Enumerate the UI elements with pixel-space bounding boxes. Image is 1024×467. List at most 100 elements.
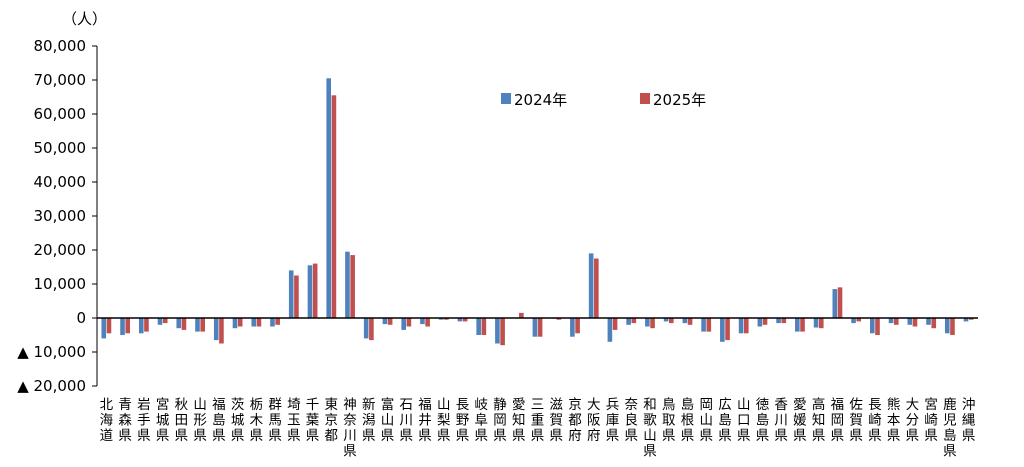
- bar-熊本県-2024年: [888, 318, 894, 324]
- x-category-label: 宮城県: [156, 397, 170, 444]
- x-category-label: 静岡県: [493, 397, 507, 444]
- x-category-label: 佐賀県: [849, 397, 863, 444]
- x-category-label: 福井県: [418, 397, 432, 444]
- x-category-label: 高知県: [812, 396, 826, 444]
- bar-鹿児島県-2025年: [950, 318, 955, 335]
- bar-福島県-2025年: [219, 318, 224, 344]
- x-category-label: 新潟県: [362, 397, 376, 444]
- bar-宮城県-2024年: [157, 318, 163, 325]
- bar-福井県-2024年: [420, 318, 425, 325]
- y-tick-label: 10,000: [34, 275, 87, 293]
- y-tick-label: ▲ 20,000: [17, 377, 86, 395]
- bar-広島県-2024年: [720, 318, 725, 342]
- x-category-label: 茨城県: [231, 397, 245, 444]
- x-category-label: 島根県: [681, 397, 695, 444]
- x-category-label: 栃木県: [250, 397, 264, 444]
- x-category-label: 鹿児島県: [943, 396, 957, 460]
- x-category-label: 愛媛県: [793, 397, 807, 444]
- bar-群馬県-2024年: [270, 318, 275, 327]
- bar-新潟県-2024年: [363, 318, 369, 339]
- bar-長野県-2024年: [457, 318, 463, 322]
- legend-label: 2025年: [653, 91, 706, 109]
- bar-石川県-2024年: [401, 318, 406, 330]
- x-category-label: 京都府: [568, 397, 582, 444]
- bar-秋田県-2025年: [181, 318, 187, 330]
- bar-京都府-2024年: [570, 318, 575, 337]
- x-category-label: 秋田県: [175, 397, 189, 444]
- bar-和歌山県-2024年: [645, 318, 650, 327]
- x-category-label: 愛知県: [512, 397, 526, 444]
- bar-宮崎県-2025年: [931, 318, 937, 329]
- x-category-label: 山形県: [193, 397, 207, 444]
- x-category-label: 石川県: [400, 397, 414, 444]
- category-labels: 北海道青森県岩手県宮城県秋田県山形県福島県茨城県栃木県群馬県埼玉県千葉県東京都神…: [100, 396, 976, 460]
- bar-福井県-2025年: [425, 318, 430, 327]
- bar-福岡県-2025年: [837, 287, 843, 318]
- x-category-label: 神奈川県: [343, 397, 357, 460]
- bar-東京都-2025年: [331, 95, 337, 318]
- x-category-label: 広島県: [718, 397, 732, 444]
- bar-群馬県-2025年: [275, 318, 280, 325]
- x-category-label: 宮崎県: [924, 397, 938, 444]
- x-category-label: 埼玉県: [287, 397, 301, 444]
- bar-大阪府-2024年: [588, 253, 594, 318]
- bar-福島県-2024年: [213, 318, 219, 341]
- bar-栃木県-2025年: [256, 318, 262, 327]
- bar-千葉県-2025年: [312, 263, 318, 318]
- bar-愛媛県-2025年: [800, 318, 805, 332]
- bar-京都府-2025年: [575, 318, 580, 334]
- y-tick-label: 70,000: [34, 71, 87, 89]
- x-category-label: 岩手県: [137, 397, 151, 444]
- bar-高知県-2025年: [818, 318, 824, 329]
- bar-長野県-2025年: [462, 318, 468, 322]
- bar-秋田県-2024年: [176, 318, 182, 329]
- y-tick-label: ▲ 10,000: [17, 343, 86, 361]
- bar-愛知県-2025年: [519, 312, 524, 318]
- bar-北海道-2024年: [101, 318, 107, 339]
- bar-愛媛県-2024年: [795, 318, 800, 332]
- bar-大分県-2025年: [912, 318, 918, 327]
- bar-神奈川県-2025年: [350, 255, 355, 318]
- bar-鳥取県-2024年: [663, 318, 669, 322]
- bar-島根県-2024年: [682, 318, 688, 324]
- y-axis: 80,000 70,000 60,000 50,000 40,000 30,000 20,0…: [17, 37, 98, 395]
- bar-山口県-2024年: [738, 318, 744, 334]
- y-tick-label: 80,000: [34, 37, 87, 55]
- y-tick-label: 30,000: [34, 207, 87, 225]
- bar-佐賀県-2024年: [851, 318, 856, 324]
- bar-神奈川県-2024年: [345, 251, 350, 318]
- x-category-label: 熊本県: [887, 397, 901, 444]
- bar-熊本県-2025年: [893, 318, 899, 325]
- bar-鳥取県-2025年: [669, 318, 674, 324]
- bar-鹿児島県-2024年: [944, 318, 950, 334]
- x-category-label: 大阪府: [587, 397, 601, 444]
- x-category-label: 北海道: [100, 397, 114, 444]
- bar-山口県-2025年: [743, 318, 749, 334]
- bars: [101, 78, 974, 346]
- legend: 2024年 2025年: [501, 91, 706, 109]
- bar-富山県-2024年: [382, 318, 388, 325]
- bar-奈良県-2025年: [631, 318, 637, 324]
- x-category-label: 岡山県: [699, 397, 713, 444]
- bar-広島県-2025年: [725, 318, 730, 341]
- bar-宮崎県-2024年: [926, 318, 931, 325]
- bar-静岡県-2025年: [500, 318, 505, 346]
- bar-岡山県-2024年: [701, 318, 706, 332]
- bar-石川県-2025年: [406, 318, 412, 327]
- x-category-label: 福島県: [212, 397, 226, 444]
- x-category-label: 和歌山県: [643, 397, 657, 460]
- bar-北海道-2025年: [106, 318, 112, 334]
- x-category-label: 兵庫県: [606, 397, 620, 444]
- x-category-label: 岐阜県: [475, 397, 489, 444]
- bar-茨城県-2024年: [232, 318, 238, 329]
- x-category-label: 群馬県: [268, 397, 282, 444]
- bar-宮城県-2025年: [162, 318, 168, 324]
- x-category-label: 千葉県: [306, 397, 320, 444]
- y-tick-label: 0: [76, 309, 86, 327]
- bar-沖縄県-2025年: [968, 318, 974, 320]
- y-axis-unit-label: （人）: [62, 10, 107, 28]
- bar-山形県-2025年: [200, 318, 205, 332]
- y-tick-label: 20,000: [34, 241, 87, 259]
